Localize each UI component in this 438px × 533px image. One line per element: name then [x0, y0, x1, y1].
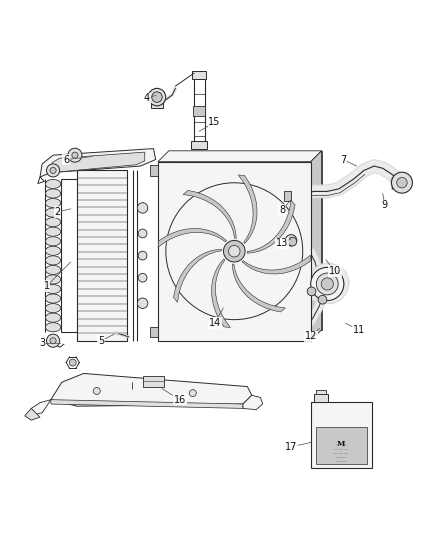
- Bar: [314, 394, 328, 402]
- Polygon shape: [25, 408, 40, 420]
- Circle shape: [397, 177, 407, 188]
- Text: 15: 15: [208, 117, 221, 127]
- Ellipse shape: [46, 180, 61, 189]
- Bar: [285, 191, 291, 201]
- Circle shape: [229, 246, 240, 257]
- Circle shape: [68, 148, 82, 162]
- Polygon shape: [31, 400, 51, 415]
- Text: 7: 7: [340, 155, 346, 165]
- Bar: [193, 106, 205, 116]
- Polygon shape: [169, 151, 321, 330]
- Ellipse shape: [46, 227, 61, 236]
- Polygon shape: [51, 152, 145, 173]
- Bar: [158, 161, 311, 341]
- Text: 16: 16: [173, 394, 186, 405]
- Polygon shape: [247, 200, 295, 253]
- Bar: [151, 101, 162, 108]
- Circle shape: [138, 298, 148, 309]
- Circle shape: [138, 229, 147, 238]
- Circle shape: [321, 278, 333, 290]
- Ellipse shape: [46, 275, 61, 284]
- Bar: [77, 171, 127, 341]
- Circle shape: [93, 387, 100, 394]
- Text: 6: 6: [63, 155, 69, 165]
- Polygon shape: [158, 229, 226, 247]
- Ellipse shape: [46, 322, 61, 332]
- Bar: [191, 141, 207, 149]
- Circle shape: [311, 268, 344, 301]
- Circle shape: [50, 167, 56, 174]
- Text: 10: 10: [328, 266, 341, 276]
- Text: ———: ———: [336, 455, 347, 459]
- Polygon shape: [238, 175, 257, 244]
- Circle shape: [286, 235, 297, 246]
- Circle shape: [148, 88, 166, 106]
- Polygon shape: [311, 151, 321, 341]
- Bar: [192, 71, 206, 79]
- Circle shape: [138, 203, 148, 213]
- Ellipse shape: [46, 294, 61, 303]
- Text: 5: 5: [98, 336, 104, 346]
- Polygon shape: [243, 395, 263, 410]
- Polygon shape: [158, 151, 321, 161]
- Text: ———: ———: [336, 459, 347, 464]
- Polygon shape: [212, 259, 230, 327]
- Bar: [143, 376, 164, 386]
- Ellipse shape: [46, 304, 61, 313]
- Ellipse shape: [46, 198, 61, 207]
- Ellipse shape: [46, 265, 61, 274]
- Text: 1: 1: [43, 281, 49, 291]
- Text: 3: 3: [39, 338, 45, 348]
- Circle shape: [72, 152, 78, 158]
- Circle shape: [138, 251, 147, 260]
- Ellipse shape: [46, 237, 61, 246]
- Bar: [150, 327, 158, 337]
- Text: 14: 14: [208, 318, 221, 328]
- Circle shape: [50, 338, 56, 344]
- Circle shape: [288, 237, 297, 246]
- Ellipse shape: [46, 285, 61, 294]
- Ellipse shape: [46, 256, 61, 265]
- Ellipse shape: [46, 217, 61, 227]
- Text: 13: 13: [276, 238, 289, 248]
- Text: — — —: — — —: [334, 447, 348, 450]
- Ellipse shape: [46, 189, 61, 198]
- Circle shape: [316, 273, 338, 295]
- Circle shape: [392, 172, 413, 193]
- Circle shape: [223, 240, 245, 262]
- Circle shape: [166, 183, 303, 320]
- Text: 17: 17: [285, 442, 297, 452]
- Ellipse shape: [46, 208, 61, 217]
- Bar: [316, 427, 367, 464]
- Polygon shape: [242, 255, 311, 274]
- Circle shape: [46, 164, 60, 177]
- Text: — — —: — — —: [334, 451, 348, 455]
- Text: M: M: [337, 440, 346, 448]
- Polygon shape: [232, 264, 286, 312]
- Circle shape: [46, 334, 60, 348]
- Polygon shape: [51, 374, 252, 406]
- Ellipse shape: [46, 313, 61, 322]
- Circle shape: [69, 359, 76, 366]
- Bar: [316, 390, 326, 394]
- Text: 4: 4: [144, 93, 150, 103]
- Text: 9: 9: [382, 200, 388, 211]
- Bar: [150, 165, 158, 176]
- Polygon shape: [40, 149, 155, 177]
- Polygon shape: [183, 190, 236, 238]
- Polygon shape: [173, 249, 222, 302]
- Circle shape: [307, 287, 316, 296]
- Circle shape: [138, 273, 147, 282]
- Text: 2: 2: [54, 207, 60, 217]
- Polygon shape: [51, 400, 243, 408]
- Text: 12: 12: [304, 332, 317, 341]
- Circle shape: [189, 390, 196, 397]
- Circle shape: [152, 92, 162, 102]
- Text: 11: 11: [353, 325, 365, 335]
- Bar: [311, 402, 372, 468]
- Circle shape: [318, 295, 327, 304]
- Ellipse shape: [46, 246, 61, 255]
- Text: ———: ———: [336, 442, 347, 446]
- Text: 8: 8: [279, 205, 286, 215]
